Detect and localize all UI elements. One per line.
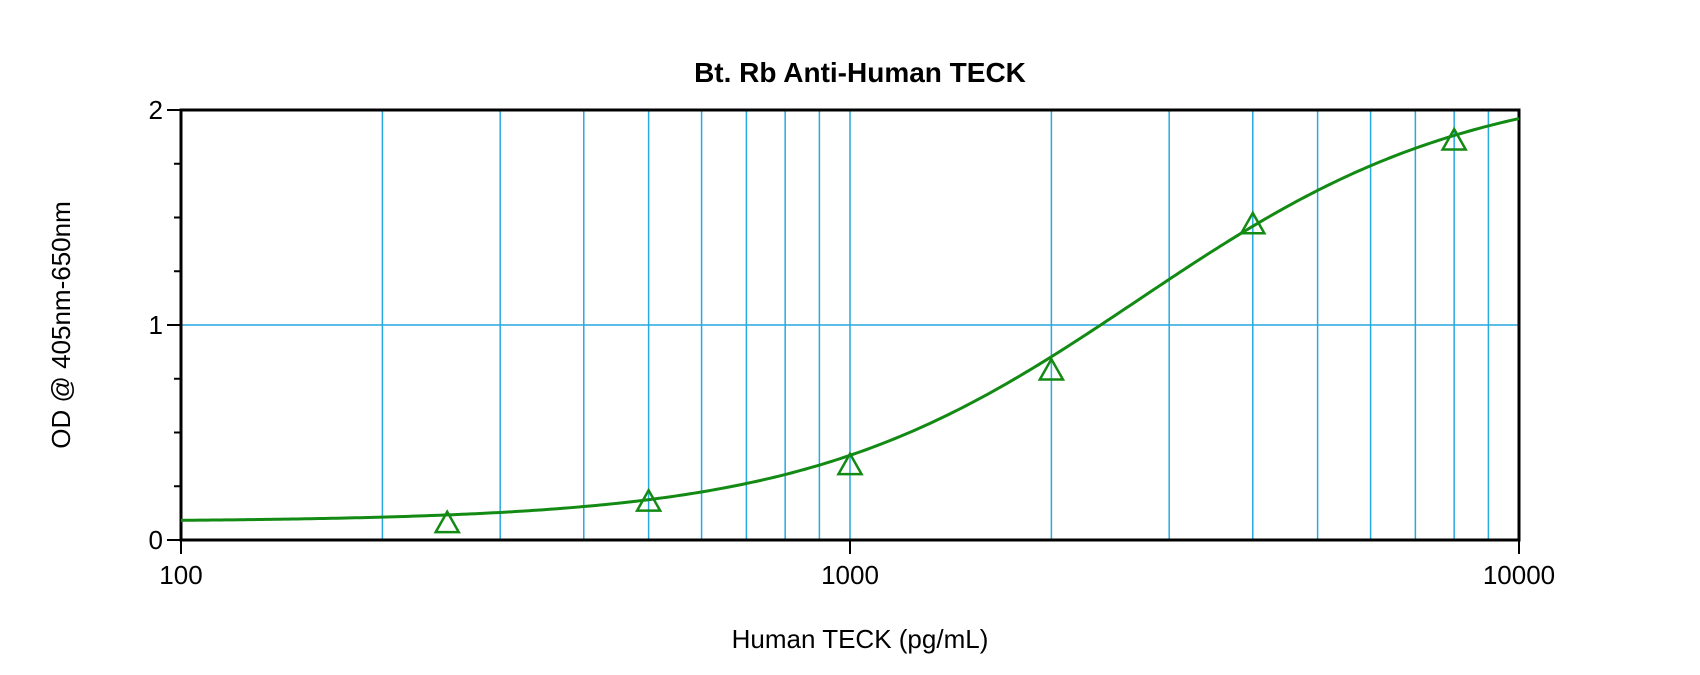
tick-marks — [167, 109, 1520, 554]
y-tick-label: 2 — [149, 95, 163, 125]
data-point-triangle — [1239, 210, 1267, 235]
x-tick-label: 100 — [159, 560, 202, 590]
x-tick-label: 10000 — [1483, 560, 1555, 590]
chart-title: Bt. Rb Anti-Human TECK — [694, 57, 1026, 88]
y-tick-label: 1 — [149, 310, 163, 340]
y-tick-label: 0 — [149, 525, 163, 555]
data-point-triangle — [634, 487, 663, 512]
x-axis-label: Human TECK (pg/mL) — [732, 624, 989, 654]
x-tick-label: 1000 — [821, 560, 879, 590]
data-point-triangle — [1037, 356, 1066, 381]
data-point-triangle — [1440, 126, 1468, 151]
data-points — [433, 126, 1468, 534]
x-tick-labels: 100 1000 10000 — [159, 560, 1555, 590]
data-point-triangle — [836, 451, 864, 476]
y-axis-label: OD @ 405nm-650nm — [46, 201, 76, 449]
y-tick-labels: 0 1 2 — [149, 95, 163, 555]
data-point-triangle — [433, 509, 461, 534]
grid — [180, 109, 1520, 541]
